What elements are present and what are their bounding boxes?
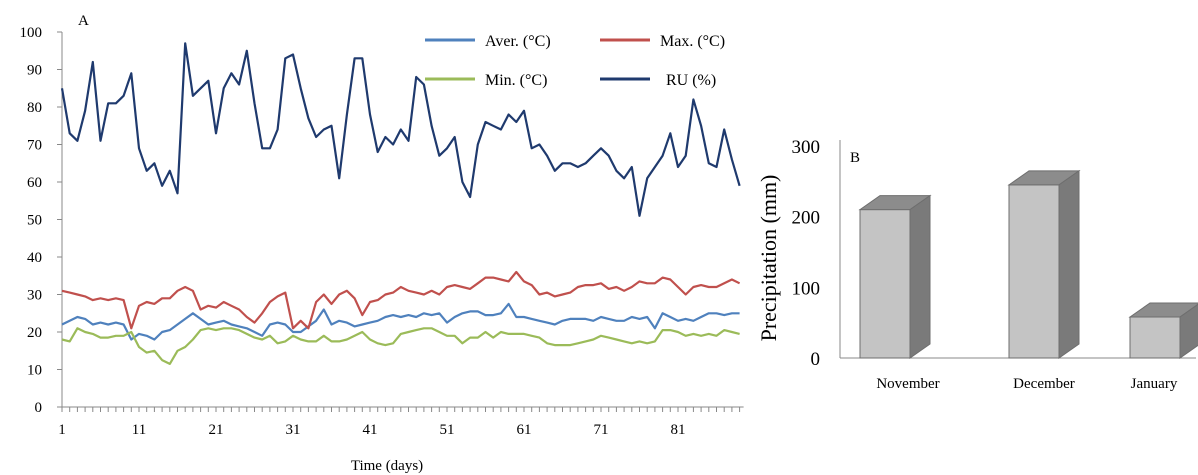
series-line-ru [60,42,741,217]
bar-january [1128,302,1198,359]
legend-label: Aver. (°C) [485,33,551,50]
category-label-b: November [876,376,939,392]
y-tick-label-a: 90 [27,63,42,79]
bar-side [1179,303,1198,359]
y-tick-label-a: 0 [35,400,43,416]
legend-a: Aver. (°C) Max. (°C) Min. (°C) RU (%) [425,33,725,89]
y-tick-label-a: 50 [27,213,42,229]
x-tick-label-a: 81 [671,422,686,438]
y-axis-title-b: Precipitation (mm) [756,175,781,342]
bar-front [1008,184,1060,359]
x-tick-label-a: 41 [363,422,378,438]
x-tick-label-a: 51 [440,422,455,438]
y-tick-label-a: 20 [27,325,42,341]
bar-top [1128,302,1198,318]
y-tick-label-b: 100 [792,278,821,299]
panel-label-b: B [850,150,860,166]
y-tick-label-a: 30 [27,288,42,304]
x-tick-label-a: 71 [594,422,609,438]
legend-label: RU (%) [666,72,716,89]
bar-front [1129,316,1181,359]
bar-side [1058,169,1080,359]
bar-november [858,194,932,359]
category-label-b: January [1131,376,1178,392]
legend-label: Max. (°C) [660,33,725,50]
series-line-average [61,302,740,341]
x-tick-label-a: 31 [286,422,301,438]
y-tick-label-a: 10 [27,363,42,379]
y-tick-label-b: 300 [792,137,821,158]
y-tick-label-a: 60 [27,175,42,191]
y-tick-label-a: 80 [27,100,42,116]
bar-side [909,194,931,359]
legend-label: Min. (°C) [485,72,547,89]
y-tick-label-a: 70 [27,138,42,154]
panel-label-a: A [78,13,89,29]
bar-december [1007,169,1081,359]
series-line-max [61,270,741,330]
y-tick-label-a: 40 [27,250,42,266]
y-tick-label-a: 100 [20,25,43,41]
x-tick-label-a: 21 [209,422,224,438]
x-tick-label-a: 11 [132,422,146,438]
bar-front [859,209,911,359]
y-tick-label-b: 200 [792,208,821,229]
x-tick-label-a: 1 [58,422,66,438]
category-label-b: December [1013,376,1075,392]
x-tick-label-a: 61 [517,422,532,438]
bar-chart-b: 0 100 200 300 November December January B Pre… [756,137,1198,392]
y-tick-label-b: 0 [811,349,821,370]
series-line-min [61,327,740,365]
x-axis-title-a: Time (days) [351,458,423,474]
